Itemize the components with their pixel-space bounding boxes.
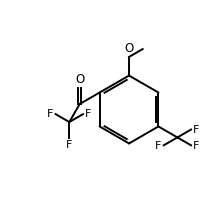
Text: F: F: [193, 141, 200, 151]
Text: O: O: [75, 73, 84, 86]
Text: F: F: [47, 109, 54, 119]
Text: F: F: [193, 125, 200, 134]
Text: O: O: [124, 42, 134, 55]
Text: F: F: [155, 141, 161, 151]
Text: F: F: [66, 140, 72, 150]
Text: F: F: [85, 109, 91, 119]
